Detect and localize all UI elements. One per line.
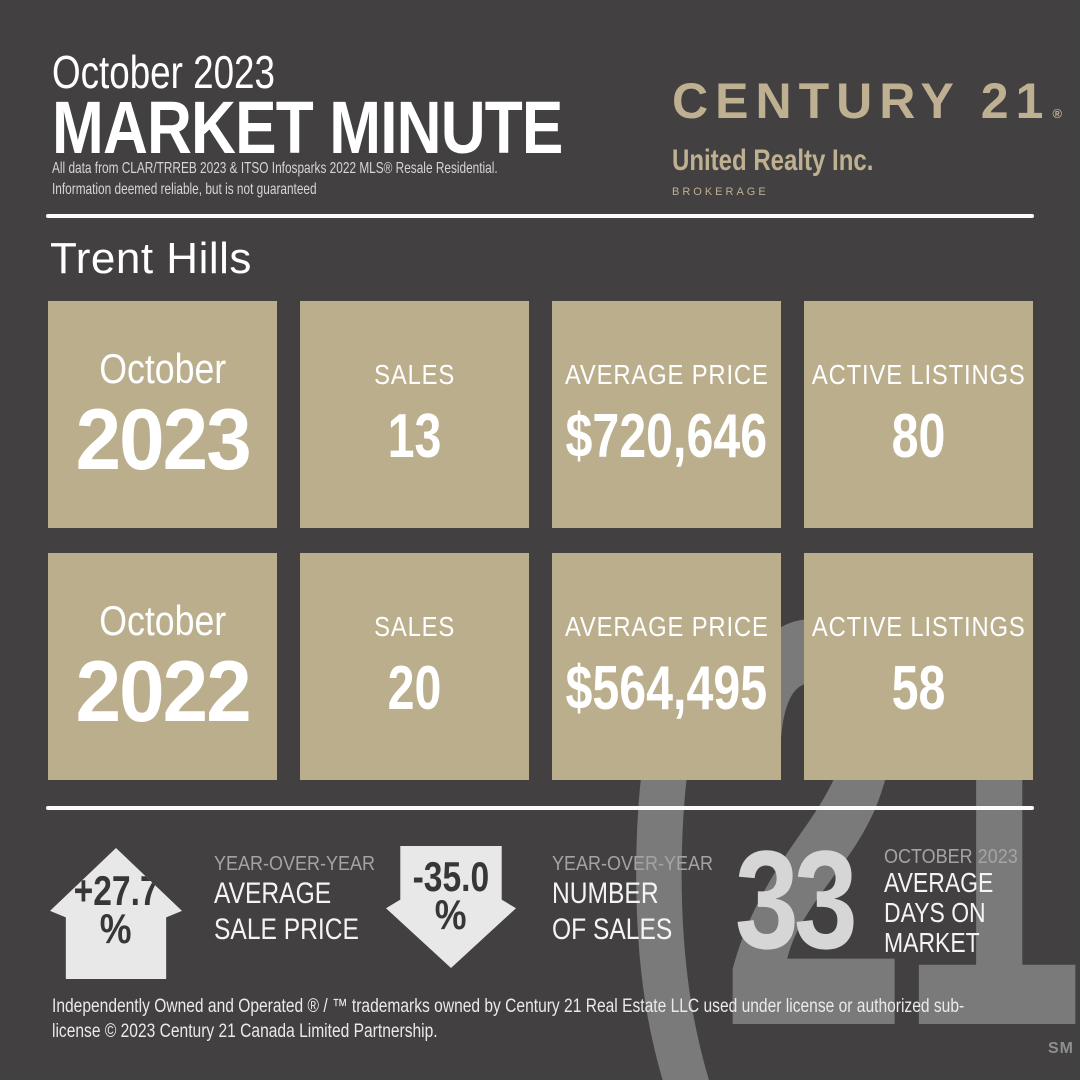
card-month: October (99, 596, 226, 644)
highlight-line: MARKET (884, 927, 980, 958)
metric-card-active-listings-2022: ACTIVE LISTINGS 58 (804, 553, 1033, 780)
metric-card-average-price-2023: AVERAGE PRICE $720,646 (552, 301, 781, 528)
metric-card-average-price-2022: AVERAGE PRICE $564,495 (552, 553, 781, 780)
card-year: 2022 (75, 643, 251, 740)
highlight-kicker: YEAR-OVER-YEAR (214, 853, 376, 875)
card-month: October (99, 344, 226, 392)
up-arrow-house-icon: +27.7 % (50, 848, 182, 979)
page-title: MARKET MINUTE (52, 86, 563, 169)
metric-card-sales-2023: SALES 13 (300, 301, 529, 528)
disclaimer-line: All data from CLAR/TRREB 2023 & ITSO Inf… (52, 160, 498, 177)
legal-line: license © 2023 Century 21 Canada Limited… (52, 1021, 438, 1042)
highlight-line: SALE PRICE (214, 913, 359, 946)
highlight-line: AVERAGE (884, 867, 994, 898)
highlight-kicker: YEAR-OVER-YEAR (552, 853, 714, 875)
yoy-sales-change-value: -35.0 (412, 853, 490, 900)
disclaimer-line: Information deemed reliable, but is not … (52, 181, 317, 198)
footer-divider (46, 806, 1034, 810)
metric-card-active-listings-2023: ACTIVE LISTINGS 80 (804, 301, 1033, 528)
highlight-kicker: OCTOBER 2023 (884, 846, 1018, 868)
metric-value: $720,646 (565, 401, 768, 471)
registered-trademark-symbol: ® (1052, 106, 1063, 121)
region-title: Trent Hills (50, 234, 252, 283)
metric-value: 20 (387, 653, 442, 723)
service-mark-label: SM (1048, 1040, 1074, 1057)
metric-label: AVERAGE PRICE (564, 610, 769, 642)
yoy-price-change-value: +27.7 (73, 867, 159, 914)
metric-value: 80 (891, 401, 946, 471)
report-period: October 2023 (52, 46, 275, 98)
highlight-days-on-market: OCTOBER 2023 AVERAGE DAYS ON MARKET (884, 846, 1033, 958)
legal-line: Independently Owned and Operated ® / ™ t… (52, 996, 965, 1017)
highlight-avg-sale-price: YEAR-OVER-YEAR AVERAGE SALE PRICE (214, 852, 393, 948)
highlight-line: NUMBER (552, 877, 659, 910)
metric-label: ACTIVE LISTINGS (811, 610, 1026, 642)
metric-card-sales-2022: SALES 20 (300, 553, 529, 780)
logo-office-name: United Realty Inc. (672, 144, 874, 177)
century21-logo: CENTURY 21 ® United Realty Inc. BROKERAGE (672, 73, 1062, 198)
card-year: 2023 (75, 391, 251, 488)
header-divider (46, 214, 1034, 218)
highlight-line: OF SALES (552, 913, 673, 946)
data-source-disclaimer: All data from CLAR/TRREB 2023 & ITSO Inf… (52, 158, 654, 200)
metric-label: ACTIVE LISTINGS (811, 358, 1026, 390)
metric-label: SALES (374, 358, 455, 390)
highlight-line: DAYS ON (884, 897, 986, 928)
legal-disclaimer: Independently Owned and Operated ® / ™ t… (52, 994, 1080, 1044)
year-card-2023: October 2023 (48, 301, 277, 528)
logo-brand-text: CENTURY 21 ® (672, 73, 1063, 129)
avg-days-on-market-value: 33 (734, 821, 858, 978)
metric-value: $564,495 (565, 653, 768, 723)
year-card-2022: October 2022 (48, 553, 277, 780)
percent-sign: % (435, 891, 467, 938)
metric-value: 13 (387, 401, 442, 471)
stats-grid: October 2023 SALES 13 AVERAGE PRICE $720… (48, 301, 1033, 780)
highlight-number-of-sales: YEAR-OVER-YEAR NUMBER OF SALES (552, 852, 731, 948)
metric-label: AVERAGE PRICE (564, 358, 769, 390)
logo-brokerage-label: BROKERAGE (672, 186, 769, 198)
metric-value: 58 (891, 653, 946, 723)
highlight-line: AVERAGE (214, 877, 332, 910)
percent-sign: % (100, 905, 132, 952)
down-arrow-icon: -35.0 % (386, 846, 516, 968)
metric-label: SALES (374, 610, 455, 642)
